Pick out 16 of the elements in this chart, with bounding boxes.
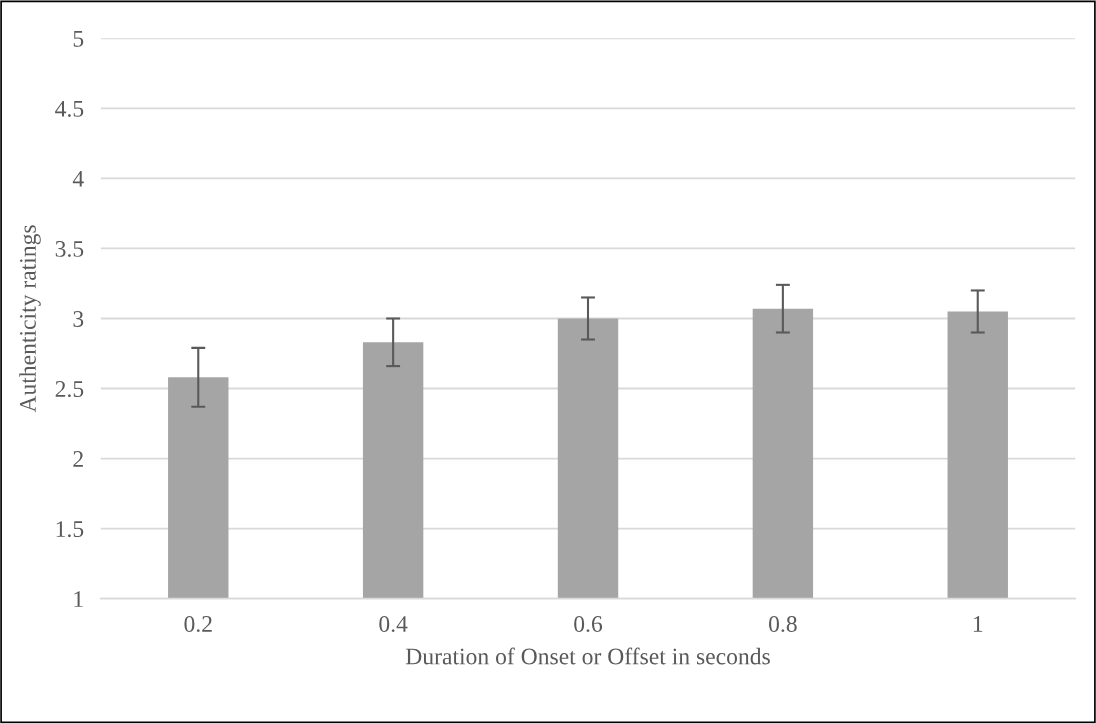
y-tick-label: 3 bbox=[73, 311, 84, 327]
y-tick-label: 5 bbox=[73, 31, 84, 47]
y-tick-label: 3.5 bbox=[55, 241, 84, 257]
y-tick-label: 2 bbox=[73, 451, 83, 467]
y-tick-label: 2.5 bbox=[55, 381, 84, 398]
x-tick-label: 0.4 bbox=[379, 615, 408, 633]
y-axis-title: Authenticity ratings bbox=[19, 225, 41, 413]
y-tick-label: 1 bbox=[74, 591, 83, 607]
y-tick-label: 1.5 bbox=[56, 521, 84, 538]
y-tick-label: 4 bbox=[72, 171, 84, 187]
x-tick-label: 0.8 bbox=[769, 615, 797, 633]
x-tick-label: 0.6 bbox=[574, 615, 603, 633]
x-axis-title: Duration of Onset or Offset in seconds bbox=[405, 647, 770, 665]
x-tick-label: 1 bbox=[973, 616, 983, 632]
y-tick-label: 4.5 bbox=[55, 101, 84, 117]
x-tick-label: 0.2 bbox=[184, 615, 212, 633]
